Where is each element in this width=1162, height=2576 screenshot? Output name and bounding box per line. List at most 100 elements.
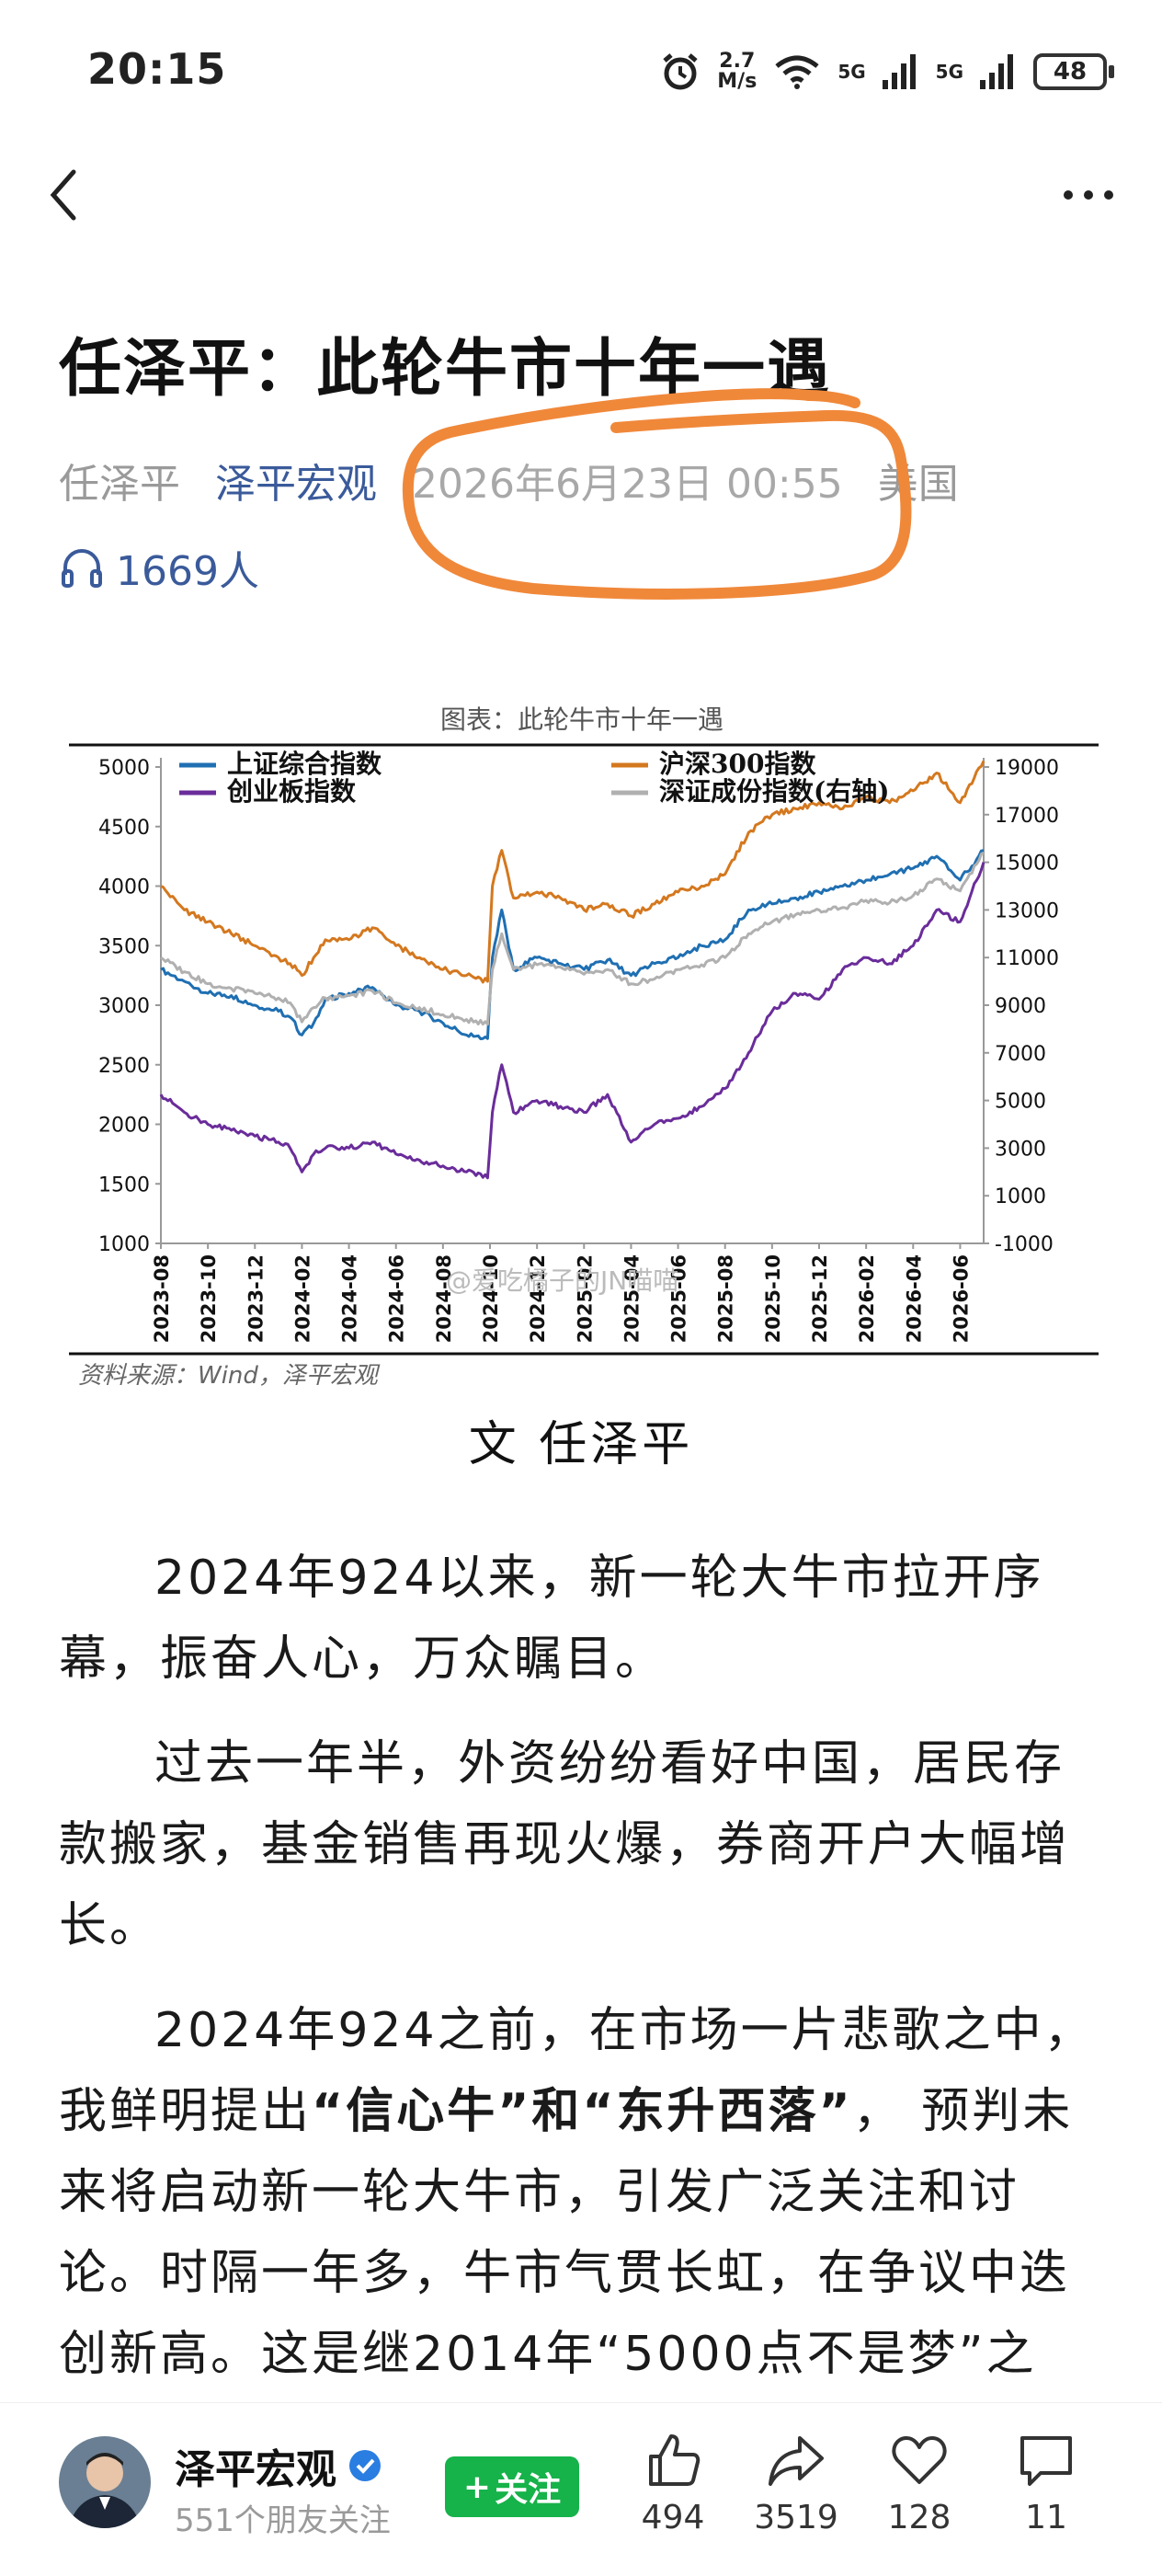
y-right-tick-label: -1000 (995, 1233, 1054, 1256)
battery-level: 48 (1053, 58, 1088, 86)
favorite-count: 128 (887, 2499, 951, 2536)
x-tick-label: 2024-12 (527, 1254, 549, 1343)
y-right-tick-label: 13000 (995, 899, 1059, 922)
series-line-0 (160, 849, 985, 1041)
y-right-tick-label: 1000 (995, 1185, 1046, 1208)
paragraph-2: 过去一年半，外资纷纷看好中国，居民存款搬家，基金销售再现火爆，券商开户大幅增长。 (59, 1736, 1071, 1953)
battery-icon: 48 (1033, 53, 1114, 90)
byline: 文 任泽平 (468, 1417, 694, 1472)
share-icon (769, 2436, 824, 2486)
series-line-1 (160, 760, 985, 984)
x-tick-label: 2026-02 (856, 1254, 878, 1343)
signal-icon (882, 54, 916, 89)
thumbs-up-icon (649, 2434, 701, 2486)
y-left-tick-label: 1500 (98, 1174, 150, 1196)
x-tick-label: 2025-12 (809, 1254, 831, 1343)
follow-label: 关注 (495, 2471, 562, 2509)
account-name-text: 泽平宏观 (175, 2446, 336, 2493)
bottom-bar: 泽平宏观 551个朋友关注 + 关注 494 3519 128 11 (0, 2402, 1162, 2576)
account-name[interactable]: 泽平宏观 (175, 2436, 382, 2495)
publish-date: 2026年6月23日 00:55 (412, 461, 843, 508)
alarm-icon (663, 53, 698, 90)
signal1-label: 5G (837, 61, 866, 83)
net-speed-unit: M/s (717, 70, 758, 93)
y-left-tick-label: 2000 (98, 1115, 150, 1138)
x-tick-label: 2024-02 (291, 1254, 313, 1343)
series-line-2 (159, 862, 985, 1180)
y-right-tick-label: 3000 (995, 1138, 1046, 1161)
x-tick-label: 2024-04 (339, 1254, 361, 1343)
net-speed-value: 2.7 (719, 50, 756, 73)
wifi-icon (775, 55, 819, 89)
chart-svg: 图表：此轮牛市十年一遇 1000 1500 2000 2500 3000 3500 4000 4… (69, 704, 1099, 1390)
y-left-tick-label: 3000 (98, 995, 150, 1018)
account-link[interactable]: 泽平宏观 (215, 461, 377, 508)
legend-label: 上证综合指数 (227, 749, 382, 779)
chevron-left-icon[interactable] (35, 163, 99, 227)
status-time: 20:15 (87, 44, 227, 94)
net-speed: 2.7 M/s (717, 52, 757, 92)
comment-count: 11 (1025, 2499, 1067, 2536)
signal2-label: 5G (935, 61, 963, 83)
legend-label: 创业板指数 (226, 776, 357, 807)
comment-button[interactable]: 11 (991, 2431, 1101, 2536)
headphones-icon (62, 549, 102, 588)
x-tick-label: 2024-10 (480, 1254, 502, 1343)
paragraph-3-bold: “信心牛”和“东升西落” (312, 2084, 853, 2139)
x-tick-label: 2023-12 (245, 1254, 267, 1343)
x-tick-label: 2025-02 (574, 1254, 596, 1343)
x-tick-label: 2026-04 (903, 1254, 925, 1343)
y-right-tick-label: 5000 (995, 1091, 1046, 1114)
verified-icon (349, 2450, 381, 2481)
follow-button[interactable]: + 关注 (445, 2456, 579, 2517)
paragraph-3-c: ， 预判未来将启动新一轮大牛市，引发广泛关注和讨论。时隔一年多，牛市气贯长虹，在… (59, 2084, 1074, 2376)
x-tick-label: 2023-08 (151, 1254, 173, 1343)
y-left-tick-label: 2500 (98, 1055, 150, 1078)
y-left-tick-label: 1000 (98, 1233, 150, 1256)
follower-count: 551个朋友关注 (175, 2502, 391, 2539)
paragraph-1: 2024年924以来，新一轮大牛市拉开序幕，振奋人心，万众瞩目。 (59, 1551, 1044, 1687)
x-tick-label: 2025-06 (668, 1254, 690, 1343)
signal-icon (980, 54, 1013, 89)
heart-icon (892, 2436, 947, 2484)
article-meta: 任泽平 泽平宏观 2026年6月23日 00:55 美国 (59, 451, 959, 509)
y-right-tick-label: 17000 (995, 805, 1059, 828)
share-button[interactable]: 3519 (741, 2431, 851, 2536)
series-line-3 (160, 851, 985, 1026)
legend-label: 沪深300指数 (659, 749, 816, 779)
paragraph-3: 2024年924之前，在市场一片悲歌之中，我鲜明提出“信心牛”和“东升西落”， … (59, 1990, 1107, 2376)
y-left-tick-label: 5000 (98, 757, 150, 780)
location: 美国 (877, 461, 959, 508)
y-right-tick-label: 15000 (995, 853, 1059, 876)
y-left-tick-label: 4500 (98, 817, 150, 840)
article-body: 2024年924以来，新一轮大牛市拉开序幕，振奋人心，万众瞩目。 过去一年半，外… (59, 1538, 1107, 2376)
status-icons: 2.7 M/s 5G 5G 48 (660, 44, 1114, 99)
x-tick-label: 2024-06 (386, 1254, 408, 1343)
nav-bar (0, 152, 1162, 235)
avatar[interactable] (59, 2436, 151, 2528)
comment-icon (1020, 2436, 1072, 2486)
y-left-tick-label: 4000 (98, 876, 150, 899)
x-tick-label: 2025-04 (621, 1254, 643, 1343)
author-name[interactable]: 任泽平 (59, 461, 180, 508)
more-icon[interactable] (1052, 163, 1125, 227)
x-tick-label: 2023-10 (198, 1254, 220, 1343)
x-tick-label: 2026-06 (950, 1254, 972, 1343)
listener-count: 1669人 (116, 548, 259, 595)
x-tick-label: 2025-10 (762, 1254, 784, 1343)
listen-count[interactable]: 1669人 (61, 538, 259, 597)
plus-icon: + (462, 2467, 492, 2506)
x-tick-label: 2024-08 (433, 1254, 455, 1343)
favorite-button[interactable]: 128 (864, 2431, 974, 2536)
y-left-tick-label: 3500 (98, 935, 150, 958)
chart-figure: 图表：此轮牛市十年一遇 1000 1500 2000 2500 3000 3500 4000 4… (60, 692, 1104, 1400)
like-button[interactable]: 494 (618, 2431, 728, 2536)
y-right-tick-label: 11000 (995, 947, 1059, 970)
share-count: 3519 (754, 2499, 838, 2536)
paragraph-3-a: 2024年924之前，在市场一片悲歌之中，我鲜明提出 (59, 2003, 1095, 2139)
y-right-tick-label: 7000 (995, 1043, 1046, 1066)
legend-label: 深证成份指数(右轴) (659, 776, 890, 807)
like-count: 494 (641, 2499, 705, 2536)
x-tick-label: 2025-08 (715, 1254, 737, 1343)
chart-title: 图表：此轮牛市十年一遇 (440, 704, 723, 735)
